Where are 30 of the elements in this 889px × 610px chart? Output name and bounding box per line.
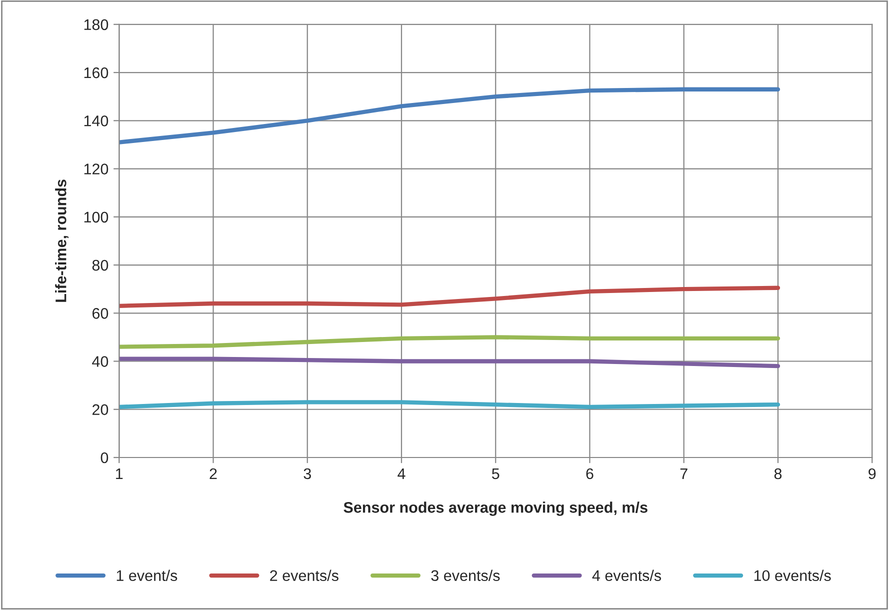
x-tick-label: 4 xyxy=(398,468,406,479)
line-series xyxy=(119,356,780,368)
x-axis-title: Sensor nodes average moving speed, m/s xyxy=(344,502,648,516)
legend-label: 3 events/s xyxy=(431,570,500,582)
y-tick-label: 20 xyxy=(92,404,108,416)
y-tick-label: 60 xyxy=(92,308,108,319)
line-series xyxy=(119,286,780,308)
x-tick-label: 2 xyxy=(210,468,217,479)
legend-label: 4 events/s xyxy=(592,570,662,582)
y-tick-label: 120 xyxy=(84,164,108,174)
x-tick-label: 3 xyxy=(304,468,311,480)
x-tick-label: 1 xyxy=(116,468,123,479)
x-tick-label: 8 xyxy=(774,468,782,480)
x-tick-label: 6 xyxy=(586,468,594,480)
y-tick-label: 0 xyxy=(100,452,108,464)
x-tick-label: 5 xyxy=(492,468,500,480)
legend-label: 1 event/s xyxy=(116,570,178,582)
line-series xyxy=(119,87,780,144)
line-series xyxy=(119,335,780,349)
x-tick-label: 9 xyxy=(868,468,876,480)
y-tick-label: 140 xyxy=(84,116,108,126)
y-axis-title: Life-time, rounds xyxy=(55,180,69,302)
legend-label: 10 events/s xyxy=(754,570,831,582)
y-tick-label: 180 xyxy=(84,19,108,30)
x-tick-label: 7 xyxy=(680,468,688,479)
y-tick-label: 160 xyxy=(84,67,108,78)
legend-label: 2 events/s xyxy=(270,570,338,582)
y-tick-label: 40 xyxy=(92,356,108,367)
y-tick-label: 80 xyxy=(92,260,108,271)
y-tick-label: 100 xyxy=(84,212,108,223)
